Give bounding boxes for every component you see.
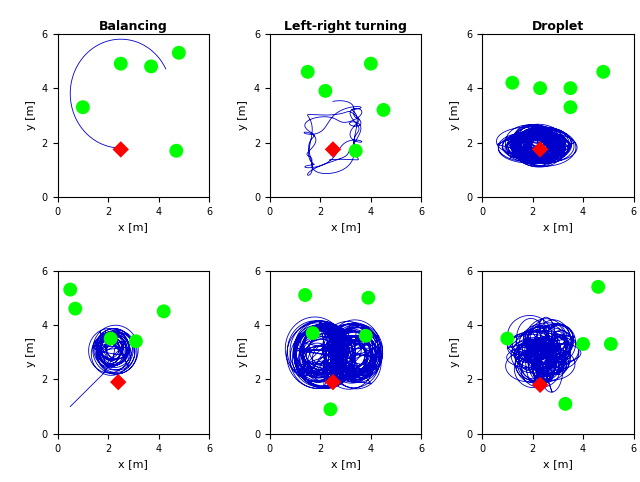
- Point: [113, 378, 124, 386]
- Point: [364, 294, 374, 302]
- Point: [320, 87, 330, 95]
- X-axis label: x [m]: x [m]: [331, 459, 360, 469]
- Point: [565, 103, 575, 111]
- Point: [131, 337, 141, 345]
- Point: [361, 332, 371, 340]
- Title: Balancing: Balancing: [99, 20, 168, 33]
- Point: [535, 84, 545, 92]
- Point: [560, 400, 570, 408]
- Title: Droplet: Droplet: [532, 20, 584, 33]
- Title: Left-right turning: Left-right turning: [284, 20, 407, 33]
- Y-axis label: y [m]: y [m]: [451, 100, 461, 130]
- Point: [300, 291, 310, 299]
- Point: [328, 146, 338, 153]
- X-axis label: x [m]: x [m]: [331, 222, 360, 232]
- Point: [605, 340, 616, 348]
- Point: [508, 79, 518, 87]
- Point: [365, 60, 376, 67]
- Y-axis label: y [m]: y [m]: [451, 337, 461, 367]
- Point: [77, 103, 88, 111]
- X-axis label: x [m]: x [m]: [543, 459, 573, 469]
- Point: [308, 329, 318, 337]
- Point: [146, 63, 156, 70]
- Point: [106, 335, 116, 342]
- Point: [116, 60, 126, 67]
- Point: [325, 405, 335, 413]
- Point: [351, 147, 361, 155]
- Point: [173, 49, 184, 57]
- Point: [535, 146, 545, 153]
- Y-axis label: y [m]: y [m]: [26, 100, 36, 130]
- Point: [328, 378, 338, 386]
- Point: [502, 335, 513, 342]
- Point: [378, 106, 388, 114]
- X-axis label: x [m]: x [m]: [543, 222, 573, 232]
- Point: [172, 147, 182, 155]
- Y-axis label: y [m]: y [m]: [238, 337, 248, 367]
- Point: [303, 68, 313, 76]
- X-axis label: x [m]: x [m]: [118, 459, 148, 469]
- Y-axis label: y [m]: y [m]: [238, 100, 248, 130]
- Point: [70, 305, 81, 312]
- Point: [535, 381, 545, 388]
- Point: [578, 340, 588, 348]
- Point: [159, 308, 169, 315]
- Point: [65, 286, 76, 294]
- Point: [598, 68, 609, 76]
- Y-axis label: y [m]: y [m]: [26, 337, 36, 367]
- Point: [116, 146, 126, 153]
- X-axis label: x [m]: x [m]: [118, 222, 148, 232]
- Point: [565, 84, 575, 92]
- Point: [593, 283, 604, 291]
